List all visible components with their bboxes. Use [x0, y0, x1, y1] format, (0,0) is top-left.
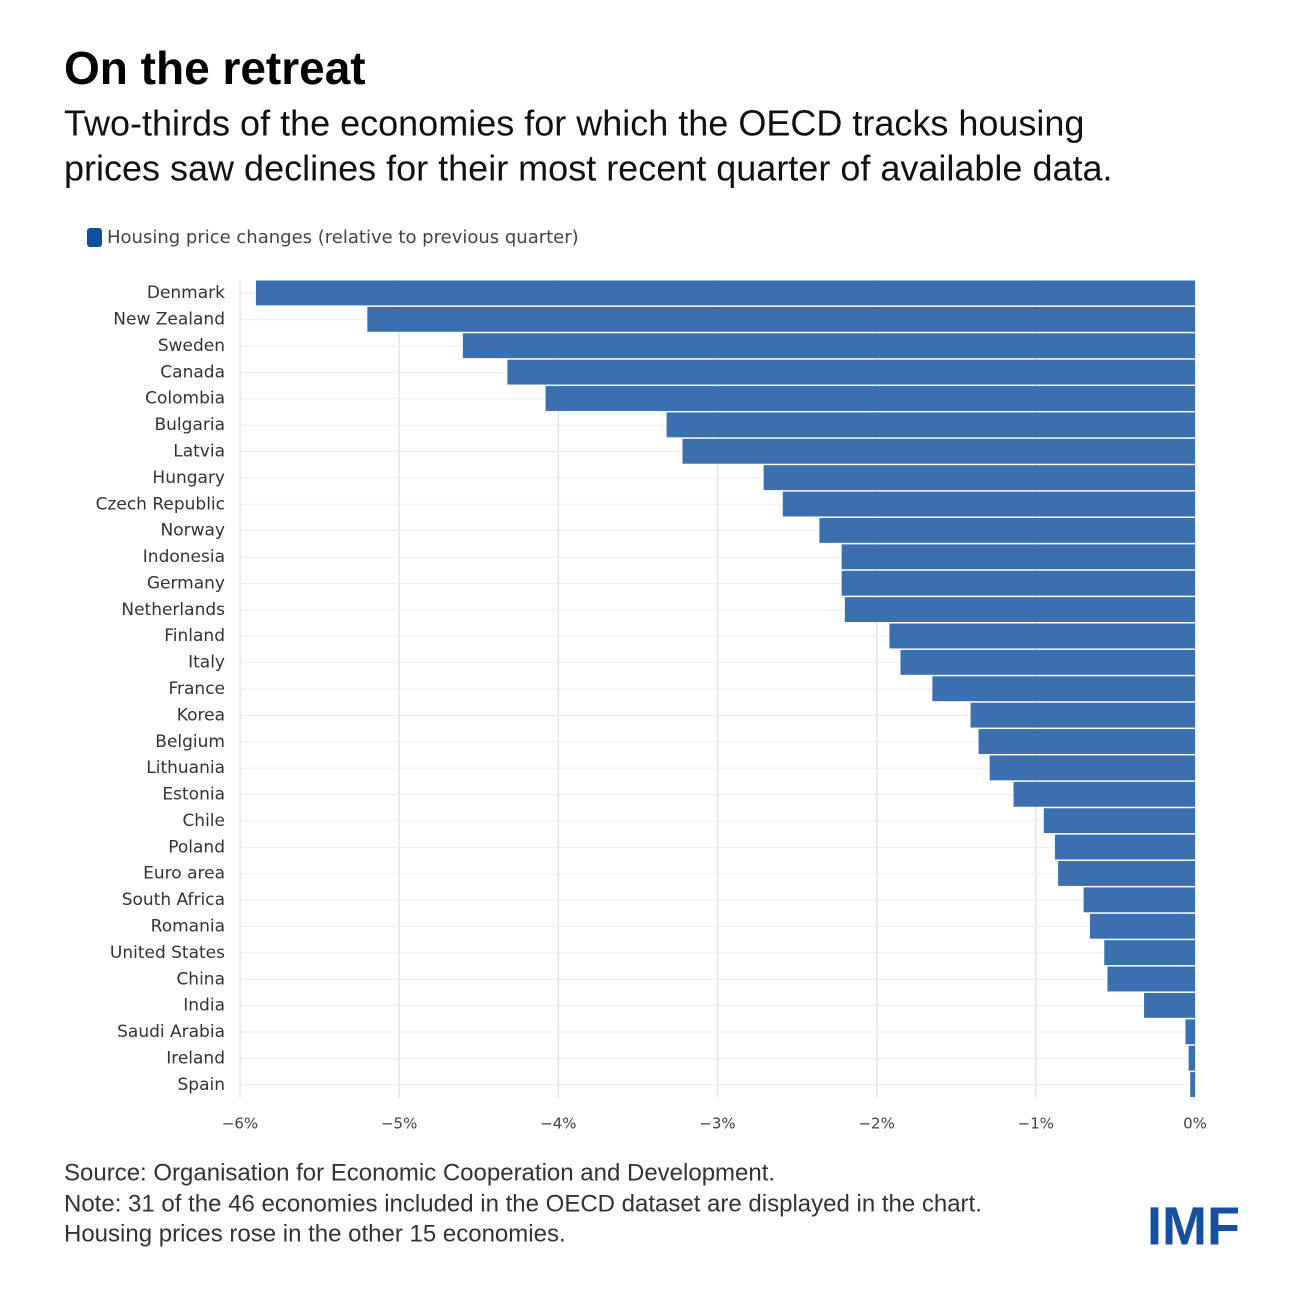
- bar: [841, 544, 1195, 570]
- y-tick-label: Sweden: [158, 336, 225, 356]
- bar: [989, 755, 1195, 781]
- y-tick-label: Romania: [151, 916, 225, 936]
- y-tick-label: Germany: [147, 573, 225, 593]
- x-tick-label: −1%: [1018, 1115, 1054, 1133]
- x-tick-label: −5%: [381, 1115, 417, 1133]
- y-tick-label: Korea: [177, 705, 225, 725]
- logo: IMF: [1147, 1196, 1240, 1256]
- bar: [889, 623, 1195, 649]
- bar: [1188, 1045, 1195, 1071]
- bar: [1185, 1019, 1195, 1045]
- legend-label: Housing price changes (relative to previ…: [107, 227, 579, 248]
- x-tick-label: −4%: [540, 1115, 576, 1133]
- x-tick-label: −3%: [699, 1115, 735, 1133]
- bar: [682, 438, 1195, 464]
- y-tick-label: Netherlands: [121, 600, 225, 620]
- bar: [1104, 940, 1195, 966]
- bar: [1043, 808, 1195, 834]
- bar: [970, 702, 1195, 728]
- bar: [1083, 887, 1195, 913]
- y-tick-label: Poland: [168, 837, 225, 857]
- bar: [507, 359, 1195, 385]
- bar: [1144, 992, 1195, 1018]
- y-tick-label: France: [168, 679, 225, 699]
- y-tick-label: Estonia: [162, 785, 225, 805]
- chart-title: On the retreat: [64, 42, 366, 94]
- y-tick-label: Colombia: [145, 389, 225, 409]
- x-tick-label: −6%: [222, 1115, 258, 1133]
- bar: [763, 465, 1195, 491]
- y-tick-label: Lithuania: [146, 758, 225, 778]
- bar: [1058, 861, 1195, 886]
- bar: [841, 570, 1195, 596]
- bar: [367, 306, 1195, 332]
- bar: [545, 386, 1195, 411]
- y-tick-label: Indonesia: [143, 547, 225, 567]
- y-tick-label: Belgium: [155, 732, 225, 752]
- y-tick-label: India: [183, 996, 225, 1016]
- bar: [819, 517, 1195, 543]
- bar: [932, 676, 1195, 702]
- bar: [844, 597, 1195, 623]
- y-tick-label: Saudi Arabia: [117, 1022, 225, 1042]
- bar: [462, 333, 1195, 359]
- chart-subtitle: prices saw declines for their most recen…: [64, 148, 1113, 189]
- y-tick-label: Norway: [161, 521, 226, 541]
- note: Housing prices rose in the other 15 econ…: [64, 1220, 566, 1247]
- bar: [1013, 781, 1195, 807]
- bar: [978, 729, 1195, 754]
- source-note: Source: Organisation for Economic Cooper…: [64, 1159, 775, 1186]
- note: Note: 31 of the 46 economies included in…: [64, 1190, 982, 1217]
- y-tick-label: China: [176, 969, 225, 989]
- y-tick-label: United States: [110, 943, 225, 963]
- y-tick-label: Ireland: [166, 1048, 225, 1068]
- bar: [1190, 1072, 1195, 1097]
- x-tick-label: 0%: [1183, 1115, 1207, 1133]
- bar: [1054, 834, 1195, 860]
- bar: [1089, 913, 1195, 939]
- y-tick-label: South Africa: [122, 890, 225, 910]
- y-tick-label: Italy: [188, 653, 225, 673]
- bar: [666, 412, 1195, 438]
- y-tick-label: Euro area: [143, 864, 225, 884]
- x-tick-label: −2%: [858, 1115, 894, 1133]
- chart-subtitle: Two-thirds of the economies for which th…: [64, 103, 1084, 144]
- bar: [1107, 966, 1195, 992]
- legend-swatch: [87, 228, 102, 247]
- y-tick-label: Canada: [160, 362, 225, 382]
- y-tick-label: Hungary: [152, 468, 225, 488]
- y-tick-label: New Zealand: [113, 310, 225, 330]
- y-tick-label: Finland: [164, 626, 225, 646]
- y-tick-label: Spain: [178, 1075, 226, 1095]
- bar: [782, 491, 1195, 517]
- bar: [900, 649, 1195, 675]
- y-tick-label: Chile: [182, 811, 225, 831]
- y-tick-label: Denmark: [147, 283, 225, 303]
- y-tick-label: Latvia: [173, 442, 225, 462]
- y-tick-label: Bulgaria: [155, 415, 226, 435]
- bar: [255, 280, 1195, 306]
- y-tick-label: Czech Republic: [96, 494, 225, 514]
